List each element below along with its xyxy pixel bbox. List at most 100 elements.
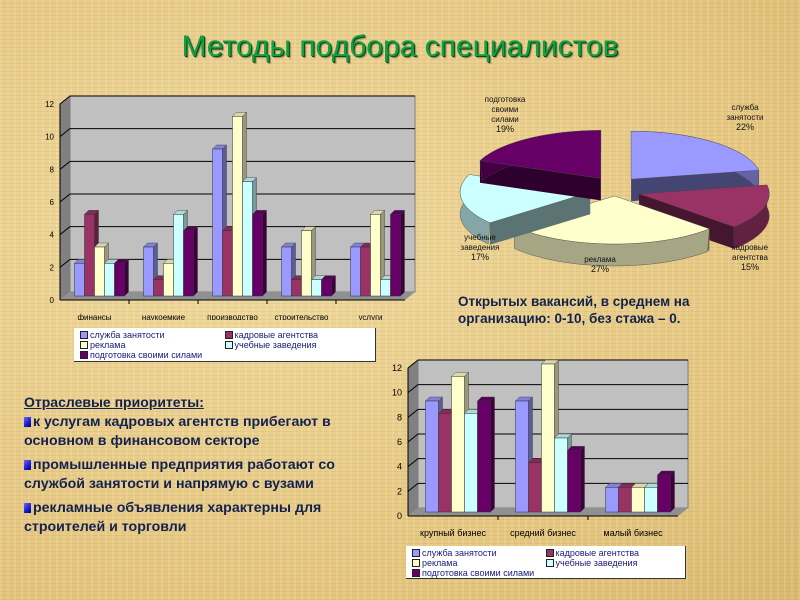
svg-text:4: 4 xyxy=(50,231,55,240)
svg-text:17%: 17% xyxy=(471,252,489,262)
legend-item: реклама xyxy=(412,558,546,568)
svg-text:строительство: строительство xyxy=(275,313,329,320)
bar xyxy=(451,376,465,513)
svg-text:6: 6 xyxy=(50,198,55,207)
bar xyxy=(528,462,542,513)
svg-text:27%: 27% xyxy=(591,264,609,274)
svg-text:малый бизнес: малый бизнес xyxy=(603,528,663,538)
bar xyxy=(183,230,194,297)
bar xyxy=(114,263,125,297)
legend-item: подготовка своими силами xyxy=(80,350,225,360)
bar xyxy=(212,148,223,297)
bar xyxy=(222,230,233,297)
svg-text:0: 0 xyxy=(397,511,402,521)
legend-swatch xyxy=(80,331,88,339)
bar xyxy=(631,487,645,513)
bar xyxy=(657,474,671,513)
legend-item: реклама xyxy=(80,340,225,350)
bar xyxy=(464,413,478,513)
svg-text:учебные: учебные xyxy=(464,233,496,242)
bar xyxy=(360,246,371,297)
bar xyxy=(94,246,105,297)
pie-slice xyxy=(639,184,770,227)
bar xyxy=(291,279,302,297)
bar xyxy=(242,181,253,297)
svg-text:силами: силами xyxy=(491,115,519,124)
legend-item: учебные заведения xyxy=(224,340,370,350)
bar xyxy=(281,246,292,297)
bar xyxy=(618,487,632,513)
bar xyxy=(380,279,391,297)
bar xyxy=(311,279,322,297)
bar xyxy=(554,437,568,513)
bar xyxy=(153,279,164,297)
bar xyxy=(232,116,243,297)
industry-priorities: Отраслевые приоритеты: к услугам кадровы… xyxy=(24,394,384,542)
legend-item: учебные заведения xyxy=(545,558,680,568)
legend-swatch xyxy=(80,351,88,359)
bar xyxy=(104,263,115,297)
svg-text:2: 2 xyxy=(397,486,402,496)
business-size-bar-chart: 0 2 4 6 8 10 12 крупный бизнес средний бизнес мал… xyxy=(392,359,689,538)
bar xyxy=(515,400,529,513)
svg-text:4: 4 xyxy=(397,462,402,472)
bar xyxy=(541,363,555,513)
bar xyxy=(350,246,361,297)
bar xyxy=(390,214,401,297)
svg-text:8: 8 xyxy=(50,165,55,174)
svg-text:заведения: заведения xyxy=(461,243,500,252)
legend-item: служба занятости xyxy=(412,548,546,558)
svg-text:10: 10 xyxy=(392,388,402,398)
bar xyxy=(84,214,95,297)
business-chart-legend: служба занятости кадровые агентства реклам… xyxy=(406,546,686,579)
bar xyxy=(477,400,491,513)
legend-item: служба занятости xyxy=(80,330,225,340)
priority-bullet: рекламные объявления характерны для стро… xyxy=(24,500,322,535)
square-bullet-icon xyxy=(24,460,31,470)
svg-text:19%: 19% xyxy=(496,124,514,134)
svg-text:2: 2 xyxy=(50,263,55,272)
svg-text:10: 10 xyxy=(45,133,54,142)
bar xyxy=(567,450,581,513)
legend-swatch xyxy=(412,559,420,567)
pie-slice xyxy=(479,130,602,179)
svg-text:0: 0 xyxy=(50,296,55,305)
svg-text:кадровые: кадровые xyxy=(732,243,769,252)
legend-swatch xyxy=(224,341,233,349)
svg-text:служба: служба xyxy=(731,103,759,112)
bar xyxy=(173,214,184,297)
svg-text:средний бизнес: средний бизнес xyxy=(510,528,576,538)
legend-swatch xyxy=(224,331,233,339)
svg-text:6: 6 xyxy=(397,437,402,447)
legend-swatch xyxy=(412,549,420,557)
legend-item: подготовка своими силами xyxy=(412,568,546,578)
industry-chart-legend: служба занятости кадровые агентства реклам… xyxy=(74,328,376,362)
bar xyxy=(425,400,439,513)
svg-text:крупный бизнес: крупный бизнес xyxy=(420,528,486,538)
svg-text:услуги: услуги xyxy=(359,313,383,320)
svg-text:15%: 15% xyxy=(741,262,759,272)
svg-text:своими: своими xyxy=(491,105,518,114)
bar xyxy=(605,487,619,513)
svg-text:8: 8 xyxy=(397,412,402,422)
slide-title: Методы подбора специалистов xyxy=(181,30,619,63)
bar xyxy=(163,263,174,297)
svg-text:финансы: финансы xyxy=(77,313,111,320)
pie-slice xyxy=(630,131,760,180)
legend-swatch xyxy=(545,559,554,567)
svg-text:12: 12 xyxy=(392,363,402,373)
bar xyxy=(252,214,263,297)
bar xyxy=(644,487,658,513)
svg-text:агентства: агентства xyxy=(732,253,768,262)
legend-item: кадровые агентства xyxy=(545,548,680,558)
bar xyxy=(370,214,381,297)
legend-item: кадровые агентства xyxy=(224,330,370,340)
square-bullet-icon xyxy=(24,417,31,427)
svg-text:занятости: занятости xyxy=(726,113,763,122)
square-bullet-icon xyxy=(24,503,31,513)
bar xyxy=(321,279,332,297)
vacancies-note: Открытых вакансий, в среднем на организа… xyxy=(458,294,690,326)
industry-bar-chart: 0 2 4 6 8 10 12 финансы наукоемкие производство ст… xyxy=(45,95,416,320)
bar xyxy=(438,413,452,513)
